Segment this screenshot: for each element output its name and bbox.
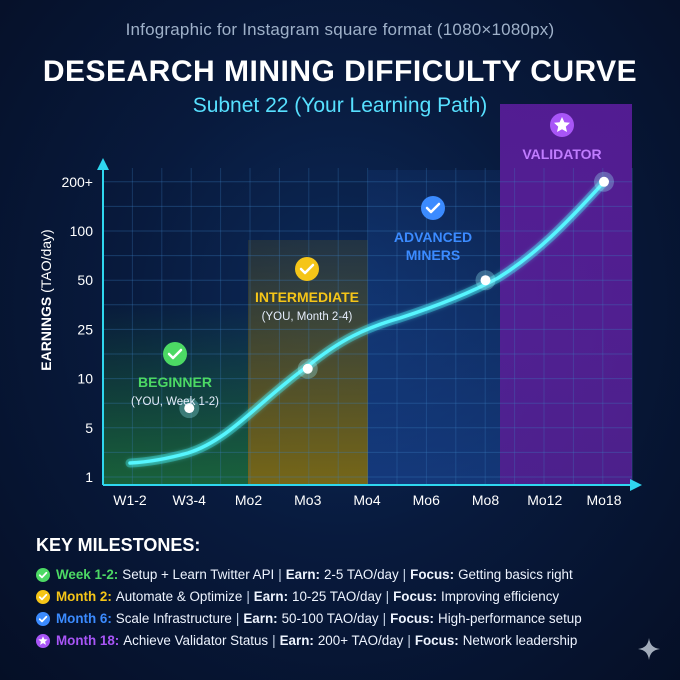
caption: Infographic for Instagram square format … [125, 20, 555, 39]
separator: | [385, 589, 390, 604]
separator: | [407, 633, 411, 648]
y-axis-label: EARNINGS (TAO/day) [38, 229, 54, 370]
x-tick-label: Mo18 [586, 492, 621, 508]
check-icon [36, 590, 50, 604]
check-icon [295, 257, 319, 281]
milestone-earn: 200+ TAO/day [317, 633, 404, 648]
stage-label-intermediate: INTERMEDIATE [255, 289, 359, 305]
star-icon [36, 634, 50, 648]
x-tick-label: Mo3 [294, 492, 321, 508]
stage-label-advanced: ADVANCED MINERS [394, 229, 472, 263]
stage-label-validator: VALIDATOR [522, 146, 601, 162]
x-axis-arrow [630, 479, 642, 491]
milestone-earn: 50-100 TAO/day [281, 611, 379, 626]
separator: | [382, 611, 387, 626]
stage-band-beginner [103, 300, 248, 485]
focus-label: Focus: [414, 633, 459, 648]
milestone-row: Month 6: Scale Infrastructure | Earn: 50-100… [36, 608, 666, 630]
separator: | [246, 589, 250, 604]
x-tick-label: Mo8 [472, 492, 499, 508]
sparkle-icon [638, 638, 660, 660]
focus-label: Focus: [390, 611, 435, 626]
x-tick-label: Mo6 [413, 492, 440, 508]
check-icon [421, 196, 445, 220]
check-mark [299, 263, 315, 275]
earnings-curve [128, 180, 606, 465]
y-tick-label: 50 [77, 272, 93, 288]
milestone-task: Scale Infrastructure [115, 611, 232, 626]
stage-advanced: ADVANCED MINERS [394, 196, 472, 263]
check-icon [36, 612, 50, 626]
milestones-list: Week 1-2: Setup + Learn Twitter API | Earn:… [36, 564, 666, 652]
y-axis-label-bold: EARNINGS [38, 297, 54, 371]
milestone-earn: 2-5 TAO/day [323, 567, 399, 582]
milestone-when: Month 2: [56, 589, 112, 604]
page-subtitle: Subnet 22 (Your Learning Path) [192, 94, 488, 117]
x-tick-label: Mo4 [353, 492, 380, 508]
stage-beginner: BEGINNER (YOU, Week 1-2) [131, 342, 219, 408]
milestone-focus: Improving efficiency [441, 589, 560, 604]
milestone-earn: 10-25 TAO/day [292, 589, 382, 604]
check-mark [167, 348, 183, 360]
y-tick-label: 5 [85, 420, 93, 436]
y-tick-label: 1 [85, 469, 93, 485]
check-icon [163, 342, 187, 366]
stage-validator: VALIDATOR [522, 113, 602, 162]
separator: | [278, 567, 282, 582]
difficulty-chart: 1 5 10 25 50 100 200+ W1-2 W3-4 Mo2 Mo3 Mo4 Mo6 Mo8 M… [38, 104, 642, 508]
x-tick-label: W3-4 [173, 492, 207, 508]
separator: | [235, 611, 240, 626]
earn-label: Earn: [253, 589, 289, 604]
stage-intermediate: INTERMEDIATE (YOU, Month 2-4) [255, 257, 359, 323]
milestone-task: Automate & Optimize [115, 589, 243, 604]
earn-label: Earn: [285, 567, 320, 582]
star-shape [554, 117, 570, 132]
milestone-task: Achieve Validator Status [123, 633, 269, 648]
milestones-heading: KEY MILESTONES: [36, 535, 201, 555]
stage-note-beginner: (YOU, Week 1-2) [131, 396, 219, 408]
earn-label: Earn: [279, 633, 314, 648]
stage-band-advanced [368, 170, 500, 485]
earn-label: Earn: [243, 611, 278, 626]
check-mark [425, 202, 441, 214]
milestone-focus: High-performance setup [438, 611, 582, 626]
y-tick-label: 100 [70, 223, 94, 239]
stage-band-validator [500, 104, 632, 485]
y-tick-label: 200+ [61, 174, 93, 190]
page-title: DESEARCH MINING DIFFICULTY CURVE [42, 55, 638, 88]
separator: | [272, 633, 276, 648]
milestone-when: Week 1-2: [56, 567, 119, 582]
stage-label-beginner: BEGINNER [138, 374, 212, 390]
milestone-row: Month 2: Automate & Optimize | Earn: 10-25 T… [36, 586, 666, 608]
data-point [599, 176, 609, 187]
chart-grid [102, 168, 633, 485]
data-point [184, 403, 195, 414]
stage-note-intermediate: (YOU, Month 2-4) [262, 311, 353, 323]
y-tick-label: 10 [77, 371, 93, 387]
milestone-focus: Getting basics right [458, 567, 573, 582]
milestone-when: Month 6: [56, 611, 112, 626]
milestone-task: Setup + Learn Twitter API [122, 567, 275, 582]
milestone-focus: Network leadership [462, 633, 578, 648]
milestone-row: Week 1-2: Setup + Learn Twitter API | Earn:… [36, 564, 666, 586]
focus-label: Focus: [393, 589, 437, 604]
separator: | [402, 567, 407, 582]
focus-label: Focus: [410, 567, 455, 582]
milestone-row: Month 18: Achieve Validator Status | Earn: 2… [36, 630, 666, 652]
y-axis-label-unit: (TAO/day) [38, 229, 54, 293]
data-point [302, 363, 313, 374]
milestone-when: Month 18: [56, 633, 120, 648]
x-tick-label: Mo2 [235, 492, 262, 508]
key-milestones: KEY MILESTONES: Week 1-2: Setup + Learn T… [36, 535, 666, 652]
y-tick-label: 25 [77, 321, 93, 337]
x-tick-label: Mo12 [527, 492, 562, 508]
y-axis-arrow [97, 158, 109, 170]
data-point [480, 275, 491, 286]
x-tick-label: W1-2 [113, 492, 147, 508]
check-icon [36, 568, 50, 582]
